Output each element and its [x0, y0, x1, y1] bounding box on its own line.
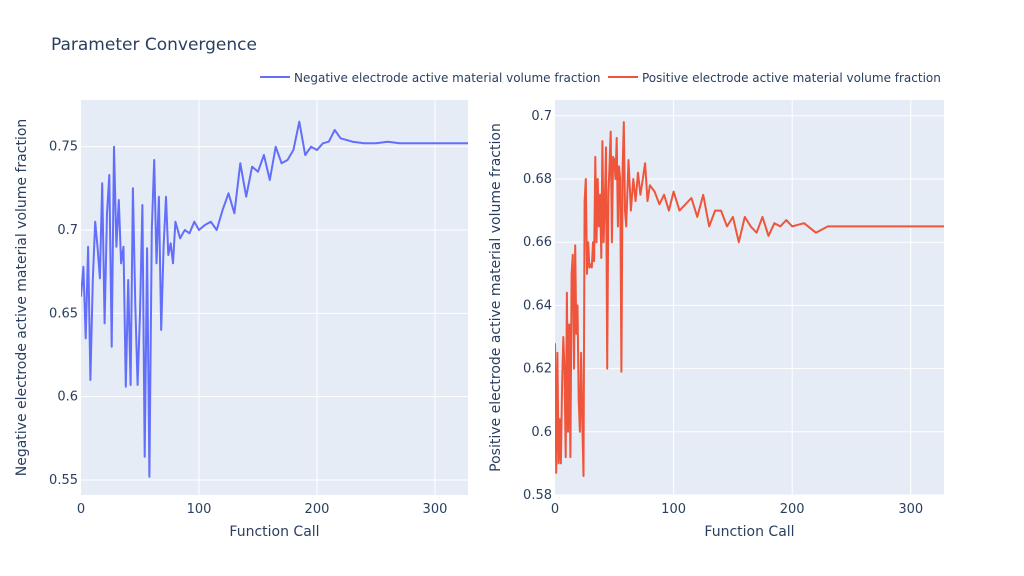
y-axis-title: Negative electrode active material volum…	[14, 119, 30, 477]
y-tick-label: 0.58	[523, 488, 552, 503]
legend-label-positive: Positive electrode active material volum…	[642, 71, 941, 85]
y-tick-label: 0.75	[49, 140, 78, 155]
y-tick-label: 0.65	[49, 306, 78, 321]
y-tick-label: 0.62	[523, 362, 552, 377]
legend-label-negative: Negative electrode active material volum…	[294, 71, 600, 85]
subplot-negative-electrode: 0.55 0.6 0.65 0.7 0.75 0 100 200 300 Function Cal…	[14, 100, 468, 540]
x-tick-label: 100	[187, 502, 212, 517]
y-tick-label: 0.7	[531, 109, 552, 124]
x-tick-label: 300	[898, 502, 923, 517]
plot-area[interactable]	[81, 100, 468, 495]
plot-area[interactable]	[555, 100, 944, 495]
series-line[interactable]	[81, 120, 468, 478]
x-tick-label: 200	[305, 502, 330, 517]
y-axis-title: Positive electrode active material volum…	[488, 123, 504, 472]
x-tick-label: 300	[423, 502, 448, 517]
x-tick-label: 0	[551, 502, 559, 517]
x-tick-label: 0	[77, 502, 85, 517]
legend-item-positive[interactable]: Positive electrode active material volum…	[608, 71, 941, 85]
x-tick-label: 200	[780, 502, 805, 517]
x-axis-title: Function Call	[704, 524, 794, 540]
series-line[interactable]	[555, 121, 944, 477]
y-tick-label: 0.66	[523, 235, 552, 250]
y-tick-label: 0.68	[523, 172, 552, 187]
y-tick-label: 0.6	[57, 390, 78, 405]
y-tick-label: 0.7	[57, 223, 78, 238]
y-tick-label: 0.6	[531, 425, 552, 440]
subplot-positive-electrode: 0.58 0.6 0.62 0.64 0.66 0.68 0.7 0 100 200 300 Func…	[488, 100, 944, 540]
x-axis-title: Function Call	[229, 524, 319, 540]
legend-item-negative[interactable]: Negative electrode active material volum…	[260, 71, 600, 85]
figure-title: Parameter Convergence	[51, 35, 257, 55]
y-tick-label: 0.64	[523, 298, 552, 313]
y-tick-label: 0.55	[49, 473, 78, 488]
x-tick-label: 100	[661, 502, 686, 517]
legend: Negative electrode active material volum…	[260, 71, 941, 85]
